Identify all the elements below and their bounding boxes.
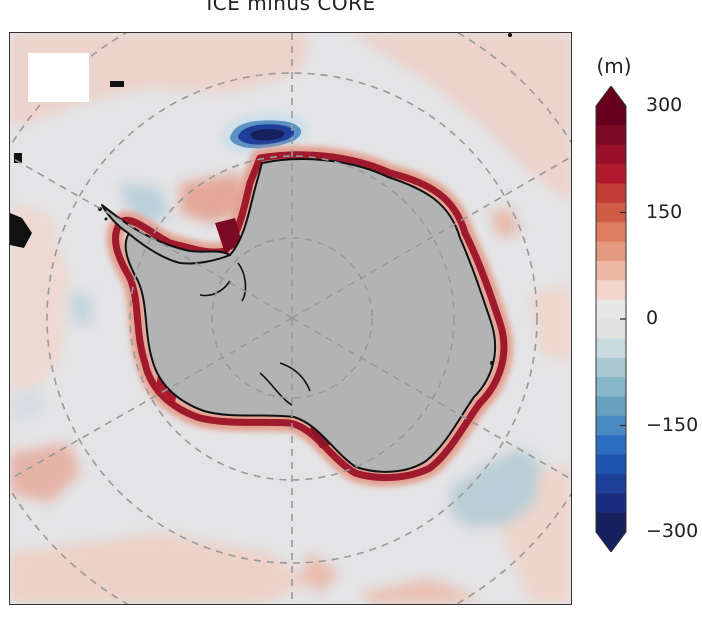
colorbar-band [596, 338, 626, 359]
colorbar-extend-min [596, 532, 626, 552]
colorbar-band [596, 454, 626, 475]
colorbar-band [596, 512, 626, 533]
colorbar-tick-label: 150 [646, 200, 683, 223]
colorbar-band [596, 493, 626, 514]
map-canvas [10, 33, 571, 604]
colorbar-band [596, 144, 626, 165]
colorbar-band [596, 164, 626, 184]
colorbar-band [596, 106, 626, 126]
colorbar-band [596, 241, 626, 262]
map-title: ICE minus CORE [206, 0, 376, 15]
colorbar-band [596, 435, 626, 456]
colorbar-band [596, 473, 626, 494]
colorbar-band [596, 125, 626, 146]
inset-box [28, 53, 89, 102]
antarctic-map [9, 32, 572, 605]
colorbar-tick-label: 0 [646, 307, 659, 329]
colorbar-band [596, 222, 626, 243]
colorbar-outline [595, 86, 627, 552]
ice-shelf-outline-ross [259, 362, 311, 406]
colorbar-band [596, 202, 626, 223]
colorbar-band [596, 299, 626, 320]
colorbar-tick-label: 300 [646, 94, 683, 116]
colorbar-band [596, 280, 626, 301]
colorbar-band [596, 415, 626, 436]
colorbar-unit: (m) [596, 54, 632, 78]
islands [10, 33, 512, 365]
colorbar-extend-max [596, 86, 626, 106]
strong-negative-blob [220, 112, 309, 155]
antarctic-peninsula [101, 204, 231, 265]
colorbar-tick-label: −300 [646, 520, 699, 542]
colorbar-band [596, 183, 626, 204]
colorbar-band [596, 377, 626, 397]
colorbar-band [596, 319, 626, 339]
negative-anomaly-regions [10, 183, 540, 528]
colorbar [595, 86, 627, 552]
colorbar-band [596, 357, 626, 378]
colorbar-tick-label: −150 [646, 413, 699, 436]
colorbar-band [596, 260, 626, 281]
colorbar-band [596, 396, 626, 417]
graticule [10, 33, 571, 604]
